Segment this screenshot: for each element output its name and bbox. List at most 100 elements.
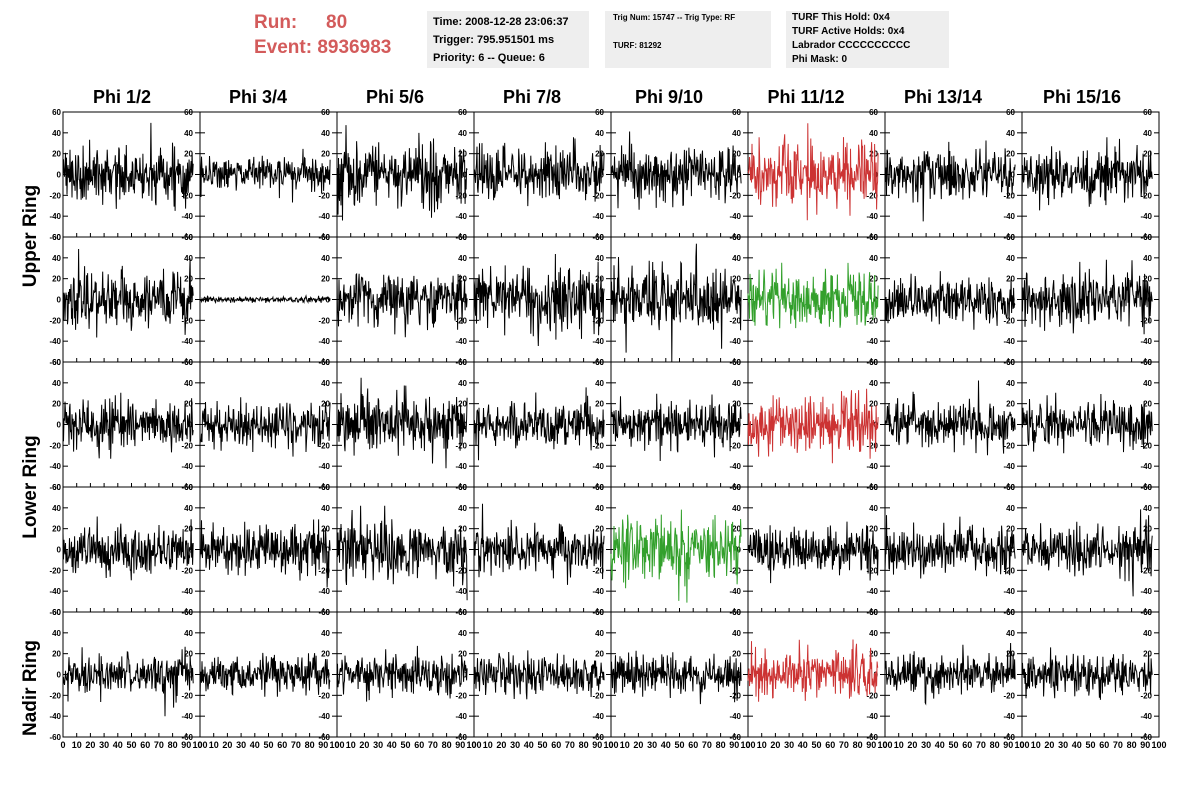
x-tick-label: 100 xyxy=(877,740,892,750)
y-tick-label: -40 xyxy=(455,212,467,221)
y-tick-label: -40 xyxy=(318,712,330,721)
waveform-trace xyxy=(473,503,605,585)
y-tick-label: -40 xyxy=(455,587,467,596)
y-tick-label: 60 xyxy=(321,358,330,367)
turf-this-hold-text: TURF This Hold: 0x4 xyxy=(792,12,890,23)
waveform-grid: -60 -60 -40 -40 -20 -20 0 0 20 20 40 40 60 60 -60 -40 -2… xyxy=(49,108,1166,750)
waveform-trace xyxy=(610,509,742,603)
y-tick-label: 20 xyxy=(869,400,878,409)
run-event-box: Run: 80 Event: 8936983 xyxy=(254,10,414,60)
x-tick-label: 30 xyxy=(236,740,246,750)
x-tick-label: 40 xyxy=(524,740,534,750)
y-tick-label: 20 xyxy=(732,150,741,159)
y-tick-label: 40 xyxy=(1143,504,1152,513)
y-tick-label: 40 xyxy=(184,129,193,138)
y-tick-label: 20 xyxy=(321,150,330,159)
y-tick-label: 40 xyxy=(184,254,193,263)
y-tick-label: -20 xyxy=(318,316,330,325)
waveform-trace xyxy=(473,387,605,461)
x-tick-label: 40 xyxy=(387,740,397,750)
column-title-phi-7-8: Phi 7/8 xyxy=(502,87,562,107)
y-tick-label: -20 xyxy=(1003,441,1015,450)
y-tick-label: 20 xyxy=(1143,150,1152,159)
y-tick-label: -40 xyxy=(866,712,878,721)
x-tick-label: 80 xyxy=(716,740,726,750)
waveform-trace xyxy=(62,122,194,211)
y-tick-label: -20 xyxy=(1140,316,1152,325)
y-tick-label: 20 xyxy=(1006,400,1015,409)
y-tick-label: 60 xyxy=(595,108,604,117)
y-tick-label: 20 xyxy=(732,650,741,659)
column-title-phi-15-16: Phi 15/16 xyxy=(1042,87,1122,107)
x-tick-label: 40 xyxy=(798,740,808,750)
y-tick-label: 40 xyxy=(321,629,330,638)
waveform-trace xyxy=(884,642,1016,706)
waveform-trace xyxy=(336,645,468,702)
x-tick-label: 0 xyxy=(60,740,65,750)
x-tick-label: 20 xyxy=(359,740,369,750)
y-tick-label: -60 xyxy=(592,733,604,742)
waveform-trace xyxy=(62,248,194,338)
y-tick-label: -40 xyxy=(729,212,741,221)
y-tick-label: 20 xyxy=(1006,525,1015,534)
y-tick-label: -20 xyxy=(729,191,741,200)
x-tick-label: 0 xyxy=(745,740,750,750)
y-tick-label: 40 xyxy=(732,504,741,513)
waveform-trace xyxy=(336,125,468,221)
y-tick-label: 40 xyxy=(595,379,604,388)
x-tick-label: 100 xyxy=(740,740,755,750)
y-tick-label: 20 xyxy=(1143,275,1152,284)
x-tick-label: 10 xyxy=(1031,740,1041,750)
y-tick-label: -40 xyxy=(181,212,193,221)
y-tick-label: 20 xyxy=(595,400,604,409)
x-tick-label: 90 xyxy=(318,740,328,750)
y-tick-label: 20 xyxy=(184,525,193,534)
y-tick-label: -60 xyxy=(49,483,61,492)
y-tick-label: 0 xyxy=(57,171,62,180)
y-tick-label: -20 xyxy=(729,566,741,575)
y-tick-label: -40 xyxy=(49,337,61,346)
column-title-phi-3-4: Phi 3/4 xyxy=(228,87,288,107)
y-tick-label: -40 xyxy=(1140,587,1152,596)
y-tick-label: -40 xyxy=(49,587,61,596)
waveform-trace xyxy=(747,123,879,221)
y-tick-label: -60 xyxy=(49,358,61,367)
x-tick-label: 60 xyxy=(962,740,972,750)
y-tick-label: -20 xyxy=(181,191,193,200)
waveform-trace xyxy=(884,140,1016,222)
y-tick-label: 0 xyxy=(463,421,468,430)
y-tick-label: 60 xyxy=(595,358,604,367)
x-tick-label: 70 xyxy=(291,740,301,750)
x-tick-label: 80 xyxy=(853,740,863,750)
y-tick-label: 60 xyxy=(458,608,467,617)
turf-holds-info-box: TURF This Hold: 0x4 TURF Active Holds: 0… xyxy=(786,11,949,68)
y-tick-label: 60 xyxy=(732,358,741,367)
x-tick-label: 20 xyxy=(770,740,780,750)
x-tick-label: 10 xyxy=(346,740,356,750)
waveform-trace xyxy=(199,652,331,701)
x-tick-label: 0 xyxy=(882,740,887,750)
y-tick-label: -20 xyxy=(866,316,878,325)
x-tick-label: 60 xyxy=(1099,740,1109,750)
y-tick-label: -40 xyxy=(318,462,330,471)
waveform-trace xyxy=(336,272,468,338)
y-tick-label: 40 xyxy=(458,254,467,263)
waveform-trace xyxy=(1021,509,1153,597)
y-tick-label: 60 xyxy=(52,233,61,242)
waveform-trace xyxy=(884,515,1016,579)
x-tick-label: 30 xyxy=(1058,740,1068,750)
x-tick-label: 30 xyxy=(373,740,383,750)
y-tick-label: -20 xyxy=(455,316,467,325)
column-title-phi-13-14: Phi 13/14 xyxy=(903,87,983,107)
y-tick-label: 40 xyxy=(869,254,878,263)
y-tick-label: 20 xyxy=(1143,650,1152,659)
y-tick-label: -20 xyxy=(318,441,330,450)
y-tick-label: 40 xyxy=(1006,629,1015,638)
y-tick-label: 20 xyxy=(52,400,61,409)
y-tick-label: 40 xyxy=(1006,254,1015,263)
y-tick-label: 40 xyxy=(184,629,193,638)
y-tick-label: -20 xyxy=(318,691,330,700)
x-tick-label: 70 xyxy=(839,740,849,750)
waveform-trace xyxy=(199,397,331,457)
y-tick-label: 0 xyxy=(189,171,194,180)
